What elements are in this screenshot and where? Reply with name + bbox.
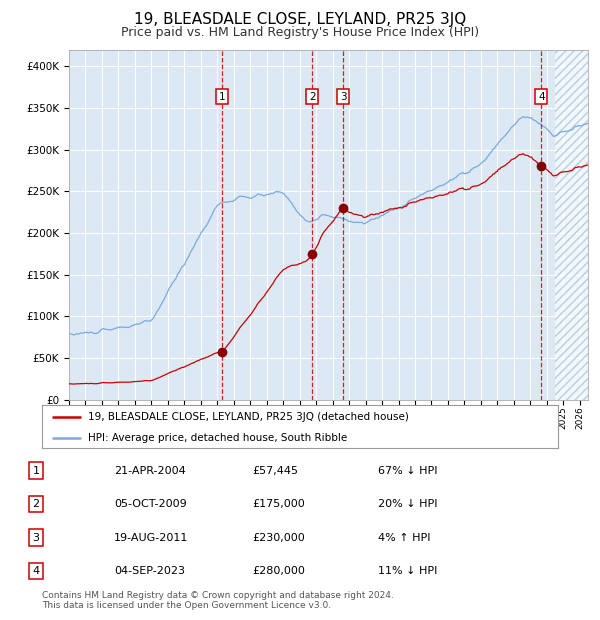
Text: 19, BLEASDALE CLOSE, LEYLAND, PR25 3JQ (detached house): 19, BLEASDALE CLOSE, LEYLAND, PR25 3JQ (…: [88, 412, 409, 422]
Text: Contains HM Land Registry data © Crown copyright and database right 2024.
This d: Contains HM Land Registry data © Crown c…: [42, 591, 394, 610]
Text: 67% ↓ HPI: 67% ↓ HPI: [378, 466, 437, 476]
Bar: [555, 50, 588, 400]
Text: 19, BLEASDALE CLOSE, LEYLAND, PR25 3JQ: 19, BLEASDALE CLOSE, LEYLAND, PR25 3JQ: [134, 12, 466, 27]
Text: 1: 1: [219, 92, 226, 102]
Text: 20% ↓ HPI: 20% ↓ HPI: [378, 499, 437, 509]
Text: 4: 4: [32, 566, 40, 576]
Text: 2: 2: [309, 92, 316, 102]
Text: 19-AUG-2011: 19-AUG-2011: [114, 533, 188, 542]
Text: 3: 3: [32, 533, 40, 542]
Text: £175,000: £175,000: [252, 499, 305, 509]
Text: 05-OCT-2009: 05-OCT-2009: [114, 499, 187, 509]
Text: 1: 1: [32, 466, 40, 476]
Text: 21-APR-2004: 21-APR-2004: [114, 466, 186, 476]
Text: 4: 4: [538, 92, 545, 102]
Text: £57,445: £57,445: [252, 466, 298, 476]
Text: 04-SEP-2023: 04-SEP-2023: [114, 566, 185, 576]
Text: 2: 2: [32, 499, 40, 509]
Text: £280,000: £280,000: [252, 566, 305, 576]
Text: 3: 3: [340, 92, 346, 102]
Text: Price paid vs. HM Land Registry's House Price Index (HPI): Price paid vs. HM Land Registry's House …: [121, 26, 479, 39]
Text: 11% ↓ HPI: 11% ↓ HPI: [378, 566, 437, 576]
Bar: [555, 50, 588, 400]
Text: 4% ↑ HPI: 4% ↑ HPI: [378, 533, 431, 542]
Text: £230,000: £230,000: [252, 533, 305, 542]
Text: HPI: Average price, detached house, South Ribble: HPI: Average price, detached house, Sout…: [88, 433, 347, 443]
